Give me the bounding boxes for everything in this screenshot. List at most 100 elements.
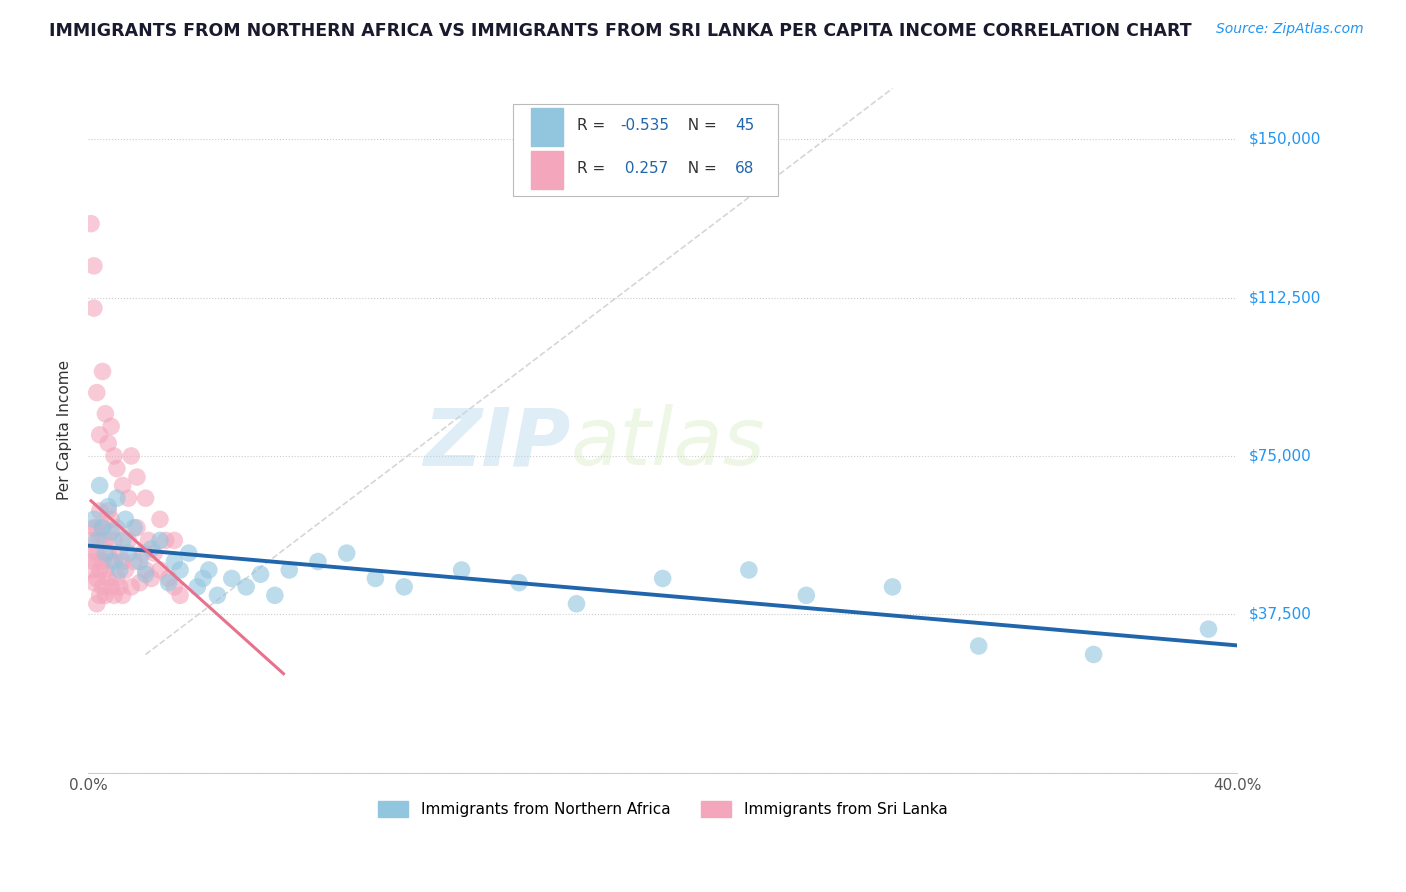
Text: N =: N = (678, 161, 721, 176)
Point (100, 555, 122, 569)
Point (565, 597, 588, 611)
Point (86, 546, 108, 560)
Point (83, 259, 105, 273)
Point (141, 571, 163, 585)
Point (307, 555, 329, 569)
Point (86, 533, 108, 548)
Point (80, 217, 103, 231)
Text: N =: N = (678, 118, 721, 133)
Point (1198, 622, 1220, 636)
Point (103, 588, 125, 602)
Point (83, 301, 105, 315)
Point (117, 546, 139, 560)
Point (83, 555, 105, 569)
Text: 68: 68 (735, 161, 755, 176)
Point (97, 504, 120, 518)
Point (122, 521, 145, 535)
Point (103, 533, 125, 548)
Point (738, 563, 761, 577)
Point (111, 588, 134, 602)
Point (278, 563, 301, 577)
Point (967, 639, 990, 653)
Point (108, 563, 131, 577)
Point (336, 546, 359, 560)
Point (155, 533, 177, 548)
Point (80, 533, 103, 548)
Point (128, 575, 150, 590)
Point (97, 571, 120, 585)
Point (105, 491, 128, 506)
Point (105, 461, 128, 475)
Point (94, 563, 117, 577)
Point (794, 588, 817, 602)
Point (191, 571, 214, 585)
Point (138, 533, 160, 548)
Point (157, 571, 180, 585)
Text: R =: R = (576, 118, 610, 133)
Text: atlas: atlas (571, 404, 765, 483)
Point (100, 419, 122, 434)
Point (117, 533, 139, 548)
Point (128, 555, 150, 569)
Point (163, 580, 186, 594)
Point (364, 571, 387, 585)
Y-axis label: Per Capita Income: Per Capita Income (58, 359, 72, 500)
Point (143, 546, 166, 560)
Point (91, 364, 114, 378)
Point (122, 555, 145, 569)
Point (221, 571, 243, 585)
Text: $150,000: $150,000 (1249, 132, 1320, 146)
Text: -0.535: -0.535 (620, 118, 669, 133)
Point (264, 588, 287, 602)
Point (450, 563, 472, 577)
Point (125, 470, 148, 484)
Bar (530, 152, 562, 189)
Point (105, 571, 128, 585)
Point (94, 588, 117, 602)
Text: ZIP: ZIP (423, 404, 571, 483)
Text: R =: R = (576, 161, 610, 176)
Point (89, 504, 111, 518)
Text: $112,500: $112,500 (1249, 290, 1320, 305)
Point (97, 500, 120, 514)
Point (186, 580, 208, 594)
Point (392, 580, 415, 594)
Point (94, 407, 117, 421)
Point (91, 521, 114, 535)
Point (100, 512, 122, 526)
Point (198, 563, 221, 577)
Point (235, 580, 257, 594)
Point (89, 588, 111, 602)
Point (94, 533, 117, 548)
Point (169, 588, 191, 602)
Point (125, 521, 148, 535)
Point (108, 546, 131, 560)
Point (149, 533, 172, 548)
Point (103, 449, 125, 463)
Point (105, 521, 128, 535)
Point (120, 580, 142, 594)
Point (89, 533, 111, 548)
Point (89, 427, 111, 442)
Point (80, 546, 103, 560)
Point (882, 580, 904, 594)
Point (89, 563, 111, 577)
Point (135, 567, 157, 582)
Point (249, 567, 271, 582)
Point (120, 449, 142, 463)
Point (114, 563, 136, 577)
Point (91, 580, 114, 594)
Point (157, 575, 180, 590)
Point (169, 563, 191, 577)
Point (80, 563, 103, 577)
Point (89, 478, 111, 492)
Point (83, 575, 105, 590)
Point (111, 533, 134, 548)
Text: $37,500: $37,500 (1249, 607, 1312, 622)
Point (132, 546, 155, 560)
Point (135, 563, 157, 577)
Point (103, 555, 125, 569)
Point (117, 491, 139, 506)
Point (91, 521, 114, 535)
Point (83, 512, 105, 526)
